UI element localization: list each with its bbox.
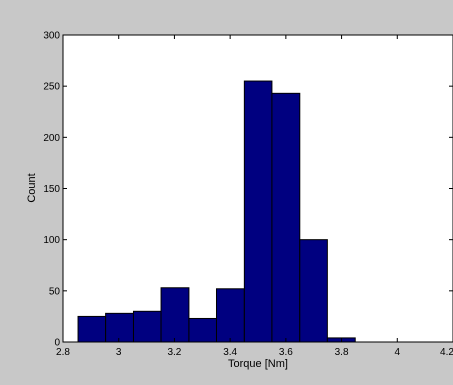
y-tick-label: 250 [43, 82, 60, 93]
x-tick-label: 3.6 [279, 347, 293, 358]
plot-frame [62, 34, 453, 343]
histogram-bar-4 [188, 317, 217, 343]
y-tick-label: 50 [49, 286, 61, 297]
y-tick-label: 150 [43, 184, 60, 195]
y-tick-label: 200 [43, 133, 60, 144]
histogram-bar-0 [77, 315, 107, 343]
x-tick-label: 2.8 [56, 347, 70, 358]
histogram-bar-2 [132, 310, 162, 343]
histogram-bar-5 [215, 288, 245, 343]
y-axis-label: Count [26, 173, 38, 202]
y-tick-label: 100 [43, 235, 60, 246]
y-tick-label: 300 [43, 31, 60, 42]
x-axis-ticks: 2.8 3 3.2 3.4 3.6 3.8 4 4.2 [56, 35, 453, 358]
x-tick-label: 3 [116, 347, 122, 358]
x-tick-label: 3.4 [223, 347, 237, 358]
histogram-bar-1 [105, 312, 134, 343]
x-tick-label: 3.2 [167, 347, 181, 358]
histogram-bars [77, 80, 356, 343]
x-tick-label: 4.2 [440, 347, 453, 358]
histogram-bar-3 [160, 287, 190, 343]
y-tick-label: 0 [54, 338, 60, 349]
histogram-bar-8 [299, 239, 328, 343]
x-axis-label: Torque [Nm] [228, 358, 288, 370]
histogram-bar-6 [243, 80, 273, 343]
x-tick-label: 4 [395, 347, 401, 358]
histogram-bar-7 [271, 92, 301, 343]
x-tick-label: 3.8 [335, 347, 349, 358]
